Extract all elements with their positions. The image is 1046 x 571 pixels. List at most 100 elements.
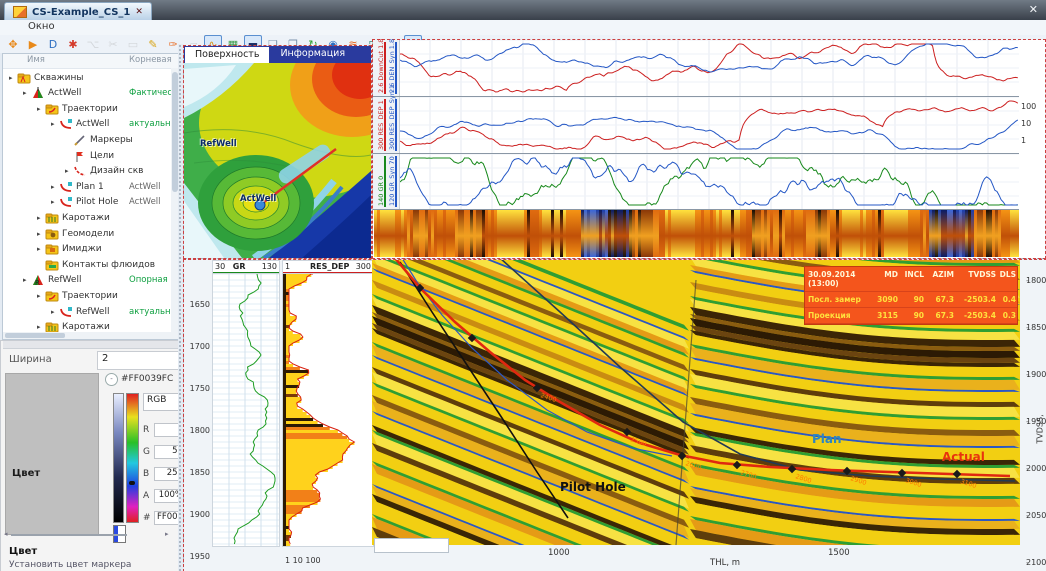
expand-arrow-icon[interactable]: ▸	[37, 229, 41, 238]
images-folder-icon	[45, 243, 59, 255]
spectral-image-log[interactable]	[374, 210, 1019, 257]
logs-folder-icon	[45, 321, 59, 333]
expand-arrow-icon[interactable]: ▸	[37, 213, 41, 222]
expand-arrow-icon[interactable]: ▸	[51, 120, 55, 129]
survey-row: Проекция 3115 90 67.3 -2503.4 0.3	[805, 308, 1017, 324]
depth-label: 1700	[189, 342, 210, 351]
table-view-icon[interactable]: ▦	[227, 37, 239, 51]
tree-item-refwell[interactable]: ▸ RefWell актуальн	[51, 306, 171, 317]
pan-hand-icon[interactable]: ✥	[8, 37, 18, 51]
expand-arrow-icon[interactable]: ▸	[23, 89, 27, 98]
footer-property-title: Цвет	[9, 546, 38, 557]
tree-item-дизайн-скв[interactable]: ▸ Дизайн скв	[65, 165, 144, 177]
tree-item-refwell[interactable]: ▸ R RefWell Опорная	[23, 275, 168, 287]
eraser-icon[interactable]: ▱	[188, 37, 198, 51]
expand-arrow-icon[interactable]: ▸	[37, 291, 41, 300]
tree-item-pilot-hole[interactable]: ▸ Pilot Hole ActWell	[51, 196, 161, 208]
tab-information[interactable]: Информация	[280, 48, 346, 59]
design-icon	[73, 165, 87, 177]
tree-item-каротажи[interactable]: ▸ Каротажи	[37, 321, 110, 333]
tree-item-value: актуальн	[129, 119, 171, 130]
frame-icon[interactable]: ▭	[127, 37, 139, 51]
tree-item-value: Фактическ	[129, 88, 178, 99]
tree-item-контакты-флюидов[interactable]: Контакты флюидов	[3, 257, 179, 272]
curves-icon[interactable]: ≋	[348, 37, 358, 51]
document-tab-title: CS-Example_CS_1	[32, 6, 131, 18]
color-property-name: Цвет	[12, 468, 41, 479]
tree-item-геомодели[interactable]: ▸ Геомодели	[37, 228, 115, 239]
tvdss-tick-label: - 1800	[1026, 276, 1046, 285]
tree-item-траектории[interactable]: ▸ Траектории	[37, 103, 118, 115]
tree-item-plan-1[interactable]: ▸ Plan 1 ActWell	[51, 181, 161, 192]
survey-header-row: 30.09.2014 (13:00) MD INCL AZIM TVDSS DLS	[805, 267, 1017, 292]
brightness-gradient-bar[interactable]	[113, 393, 124, 523]
tree-item-каротажи[interactable]: ▸ Каротажи	[37, 212, 110, 224]
domain-icon[interactable]: D	[48, 37, 58, 51]
tree-item-actwell[interactable]: ▸ ActWell Фактическ	[23, 87, 178, 99]
record-icon[interactable]: ✱	[68, 37, 78, 51]
branch-icon[interactable]: ⌥	[86, 37, 100, 51]
expand-arrow-icon[interactable]: ▸	[9, 73, 13, 82]
surface-map[interactable]	[184, 63, 371, 258]
calculator-icon[interactable]: ✎	[148, 37, 158, 51]
log-track-3[interactable]: 140 GR 0 120 GR_Syn 70	[373, 153, 1019, 210]
track-header: 140 GR 0 120 GR_Syn 70	[373, 154, 400, 209]
vertical-splitter[interactable]	[178, 44, 184, 571]
color-mode-select[interactable]: RGB	[143, 393, 189, 411]
expand-arrow-icon[interactable]: ▸	[23, 276, 27, 285]
trajectories-folder-icon	[45, 103, 59, 115]
gr-log-track[interactable]	[212, 273, 280, 547]
expand-arrow-icon[interactable]: ▸	[65, 167, 69, 176]
tree-item-маркеры[interactable]: Маркеры	[3, 132, 179, 147]
resistivity-scale-label: 100	[1021, 102, 1037, 111]
brush-icon[interactable]: ✑	[168, 37, 178, 51]
color-property-cell[interactable]: Цвет	[5, 373, 99, 535]
document-tab[interactable]: CS-Example_CS_1 ✕	[4, 2, 152, 21]
expand-arrow-icon[interactable]: ▸	[51, 198, 55, 207]
window-close-icon[interactable]: ✕	[1028, 3, 1038, 16]
menu-okno[interactable]: Окно	[28, 21, 55, 32]
expand-arrow-icon[interactable]: ▸	[51, 307, 55, 316]
tree-vertical-scrollbar[interactable]	[171, 68, 179, 339]
log-correlation-panel[interactable]: 2.6 DownCut 1.8 2.6 DEN_Syn 1.8 300 RES_DE…	[372, 39, 1046, 259]
expand-arrow-icon[interactable]: ▸	[37, 245, 41, 254]
expand-arrow-icon[interactable]: ▸	[37, 323, 41, 332]
color-hex-header: #FF0039FC	[121, 374, 174, 384]
tree-horizontal-scrollbar[interactable]	[3, 332, 171, 339]
scroll-left-arrow[interactable]: ◂	[4, 530, 8, 538]
actwell-map-label: ActWell	[240, 194, 277, 204]
tab-close-icon[interactable]: ✕	[135, 7, 143, 17]
width-property-input[interactable]: 2	[97, 351, 183, 370]
scroll-right-arrow[interactable]: ▸	[165, 530, 169, 538]
refresh-icon[interactable]: ↻	[308, 37, 318, 51]
tree-item-actwell[interactable]: ▸ ActWell актуальн	[51, 119, 171, 130]
properties-scrollbar[interactable]	[11, 534, 127, 536]
cascade-windows-icon[interactable]: ❐	[288, 37, 298, 51]
collapse-color-editor-button[interactable]: -	[105, 373, 118, 386]
log-track-2[interactable]: 300 RES_DEP 1 300 RES_DEP_Syn 1	[373, 85, 1019, 154]
fluid-drop-icon[interactable]: ◉	[328, 37, 338, 51]
pilot-hole-label: Pilot Hole	[560, 480, 626, 494]
tree-item-скважины[interactable]: ▸ Скважины	[9, 72, 84, 83]
filter-icon[interactable]: ▶	[28, 37, 38, 51]
plan-label: Plan	[812, 432, 842, 446]
log-track-1[interactable]: 2.6 DownCut 1.8 2.6 DEN_Syn 1.8	[373, 39, 1019, 97]
expand-arrow-icon[interactable]: ▸	[37, 104, 41, 113]
expand-arrow-icon[interactable]: ▸	[51, 182, 55, 191]
link-icon[interactable]: ✂	[108, 37, 118, 51]
tree-column-root: Корневая	[129, 55, 172, 65]
tree-item-цели[interactable]: Цели	[3, 148, 179, 163]
resistivity-log-track[interactable]	[282, 273, 374, 547]
trajectory-icon	[59, 196, 73, 208]
tile-windows-icon[interactable]: ❏	[268, 37, 278, 51]
hue-gradient-bar[interactable]	[126, 393, 139, 523]
section-legend-box	[374, 538, 449, 553]
tab-surface[interactable]: Поверхность	[184, 46, 271, 63]
horizontal-splitter[interactable]	[184, 256, 1046, 260]
tree-item-траектории[interactable]: ▸ Траектории	[37, 290, 118, 302]
depth-label: 1900	[189, 510, 210, 519]
depth-label: 1800	[189, 426, 210, 435]
tree-column-name: Имя	[27, 55, 45, 65]
tree-item-имиджи[interactable]: ▸ Имиджи	[37, 243, 102, 255]
